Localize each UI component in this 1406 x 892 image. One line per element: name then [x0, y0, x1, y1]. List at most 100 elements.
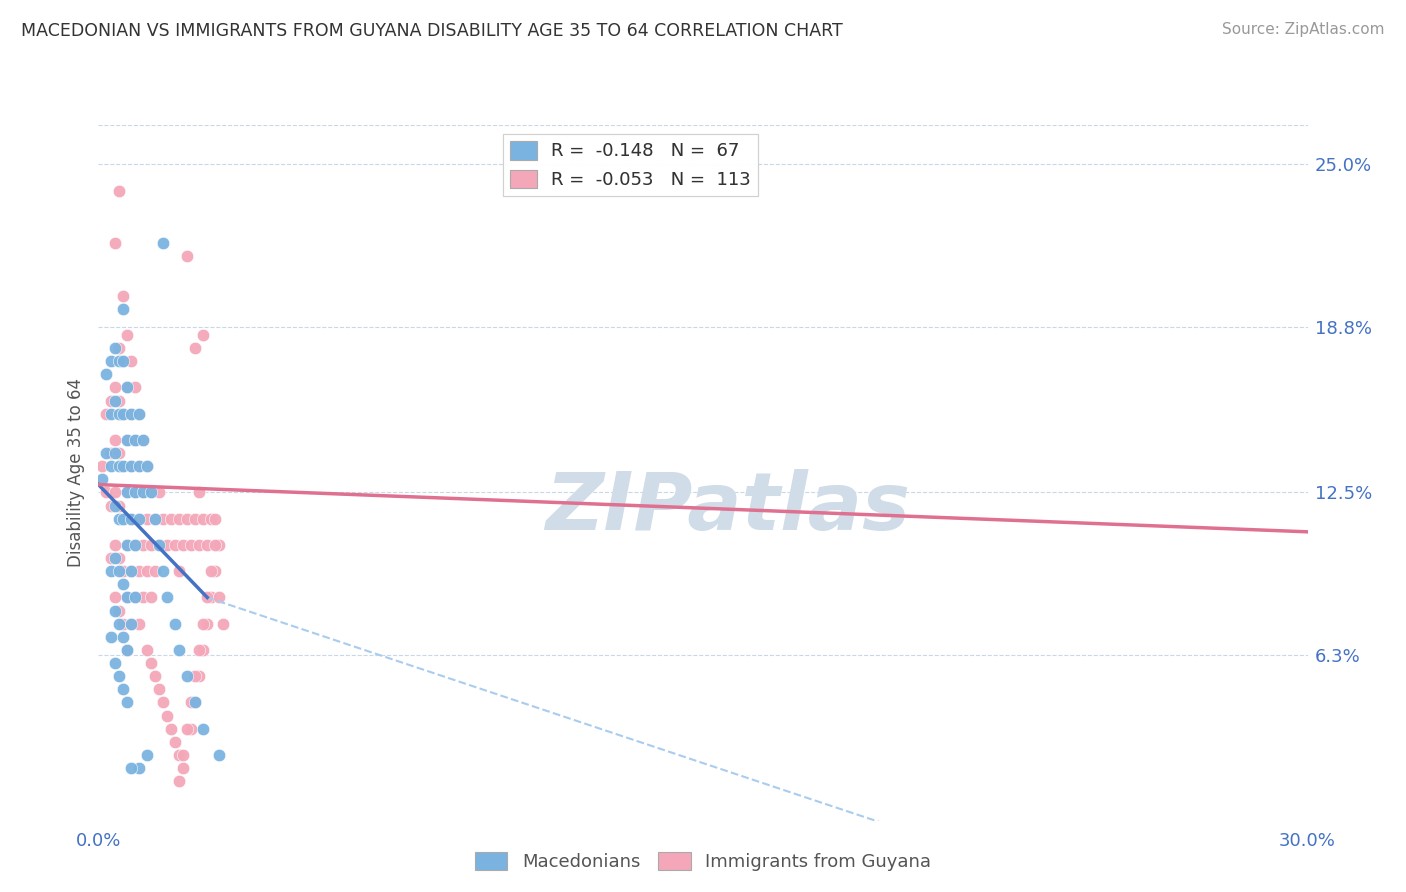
- Point: [111, 354, 134, 368]
- Point: [111, 616, 134, 631]
- Point: [111, 301, 134, 316]
- Point: [120, 616, 142, 631]
- Point: [103, 656, 125, 670]
- Point: [193, 722, 215, 736]
- Point: [180, 538, 202, 552]
- Point: [115, 485, 138, 500]
- Point: [156, 708, 179, 723]
- Point: [120, 459, 142, 474]
- Point: [128, 459, 150, 474]
- Point: [156, 591, 179, 605]
- Point: [120, 354, 142, 368]
- Point: [148, 538, 170, 552]
- Point: [115, 433, 138, 447]
- Point: [120, 512, 142, 526]
- Point: [176, 512, 198, 526]
- Point: [103, 433, 125, 447]
- Point: [188, 669, 211, 683]
- Point: [103, 393, 125, 408]
- Point: [100, 354, 122, 368]
- Point: [124, 433, 146, 447]
- Legend: R =  -0.148   N =  67, R =  -0.053   N =  113: R = -0.148 N = 67, R = -0.053 N = 113: [502, 134, 758, 196]
- Point: [152, 696, 174, 710]
- Point: [115, 433, 138, 447]
- Point: [200, 564, 222, 578]
- Point: [160, 722, 183, 736]
- Point: [103, 485, 125, 500]
- Point: [91, 459, 114, 474]
- Point: [100, 630, 122, 644]
- Point: [132, 591, 155, 605]
- Point: [135, 643, 157, 657]
- Point: [143, 512, 166, 526]
- Point: [204, 564, 226, 578]
- Point: [188, 643, 211, 657]
- Point: [96, 407, 118, 421]
- Point: [156, 538, 179, 552]
- Point: [100, 407, 122, 421]
- Point: [193, 616, 215, 631]
- Point: [193, 327, 215, 342]
- Point: [148, 485, 170, 500]
- Point: [115, 327, 138, 342]
- Point: [135, 747, 157, 762]
- Point: [172, 747, 194, 762]
- Point: [124, 538, 146, 552]
- Point: [115, 696, 138, 710]
- Point: [188, 538, 211, 552]
- Point: [135, 459, 157, 474]
- Point: [200, 512, 222, 526]
- Point: [107, 184, 129, 198]
- Point: [208, 747, 231, 762]
- Point: [120, 407, 142, 421]
- Point: [115, 591, 138, 605]
- Point: [120, 564, 142, 578]
- Point: [100, 459, 122, 474]
- Point: [107, 459, 129, 474]
- Point: [111, 459, 134, 474]
- Point: [124, 433, 146, 447]
- Point: [111, 682, 134, 697]
- Point: [132, 433, 155, 447]
- Point: [139, 485, 162, 500]
- Point: [128, 512, 150, 526]
- Point: [184, 341, 207, 355]
- Legend: Macedonians, Immigrants from Guyana: Macedonians, Immigrants from Guyana: [468, 845, 938, 879]
- Point: [128, 407, 150, 421]
- Point: [188, 485, 211, 500]
- Point: [163, 616, 186, 631]
- Point: [132, 485, 155, 500]
- Point: [139, 656, 162, 670]
- Point: [111, 564, 134, 578]
- Point: [115, 380, 138, 394]
- Point: [139, 485, 162, 500]
- Point: [128, 512, 150, 526]
- Point: [124, 538, 146, 552]
- Point: [172, 761, 194, 775]
- Point: [184, 696, 207, 710]
- Point: [184, 696, 207, 710]
- Point: [107, 407, 129, 421]
- Point: [167, 747, 190, 762]
- Point: [115, 380, 138, 394]
- Point: [103, 538, 125, 552]
- Point: [180, 696, 202, 710]
- Point: [107, 393, 129, 408]
- Point: [100, 446, 122, 460]
- Point: [103, 604, 125, 618]
- Point: [128, 616, 150, 631]
- Point: [128, 761, 150, 775]
- Point: [120, 459, 142, 474]
- Point: [120, 616, 142, 631]
- Text: Source: ZipAtlas.com: Source: ZipAtlas.com: [1222, 22, 1385, 37]
- Point: [195, 616, 218, 631]
- Point: [111, 577, 134, 591]
- Point: [148, 682, 170, 697]
- Point: [115, 643, 138, 657]
- Point: [111, 354, 134, 368]
- Text: ZIPatlas: ZIPatlas: [544, 468, 910, 547]
- Point: [208, 538, 231, 552]
- Point: [103, 591, 125, 605]
- Point: [107, 499, 129, 513]
- Point: [184, 669, 207, 683]
